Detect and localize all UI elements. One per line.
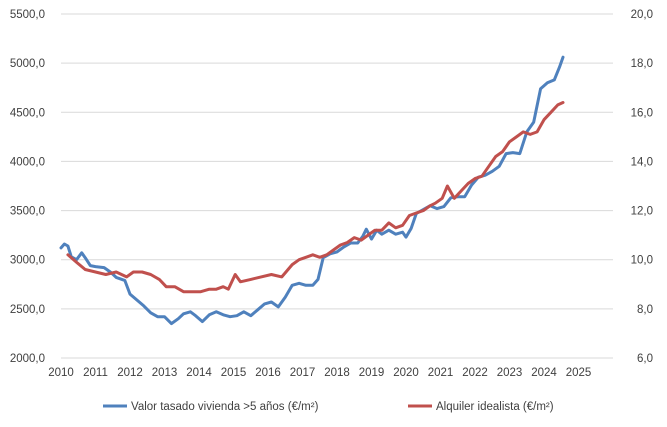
gridlines [61,13,613,359]
y-right-tick-label: 10,0 [631,255,653,267]
x-tick-label: 2023 [497,367,523,379]
y-right-tick-label: 6,0 [637,353,653,365]
legend-label-alquiler: Alquiler idealista (€/m²) [436,401,554,413]
series-line-valor-tasado [59,55,565,326]
y-right-tick-label: 18,0 [631,58,653,70]
x-tick-label: 2019 [359,367,385,379]
x-axis-ticks: 2010 2011 2012 2013 2014 2015 2016 2017 2018 2019… [48,367,591,379]
right-axis-ticks: 6,0 8,0 10,0 12,0 14,0 16,0 18,0 20,0 [631,9,653,365]
y-right-tick-label: 16,0 [631,107,653,119]
y-right-tick-label: 12,0 [631,206,653,218]
x-tick-label: 2022 [462,367,488,379]
series-line-alquiler [66,101,565,294]
x-tick-label: 2021 [428,367,454,379]
y-right-tick-label: 14,0 [631,156,653,168]
y-left-tick-label: 2000,0 [10,353,45,365]
y-left-tick-label: 4000,0 [10,156,45,168]
series-lines [59,55,565,326]
x-tick-label: 2017 [290,367,316,379]
x-tick-label: 2024 [531,367,557,379]
y-left-tick-label: 2500,0 [10,304,45,316]
x-tick-label: 2020 [393,367,419,379]
legend-label-valor-tasado: Valor tasado vivienda >5 años (€/m²) [131,401,319,413]
x-tick-label: 2010 [48,367,74,379]
x-tick-label: 2014 [186,367,212,379]
y-left-tick-label: 5000,0 [10,58,45,70]
y-right-tick-label: 20,0 [631,9,653,21]
legend: Valor tasado vivienda >5 años (€/m²) Alq… [103,401,554,413]
y-left-tick-label: 4500,0 [10,107,45,119]
x-tick-label: 2016 [255,367,281,379]
left-axis-ticks: 2000,0 2500,0 3000,0 3500,0 4000,0 4500,0 5000… [10,9,45,365]
x-tick-label: 2025 [566,367,592,379]
x-tick-label: 2012 [117,367,143,379]
x-tick-label: 2015 [221,367,247,379]
y-left-tick-label: 5500,0 [10,9,45,21]
x-tick-label: 2018 [324,367,350,379]
y-right-tick-label: 8,0 [637,304,653,316]
x-tick-label: 2011 [83,367,108,379]
y-left-tick-label: 3000,0 [10,255,45,267]
x-tick-label: 2013 [152,367,178,379]
y-left-tick-label: 3500,0 [10,206,45,218]
